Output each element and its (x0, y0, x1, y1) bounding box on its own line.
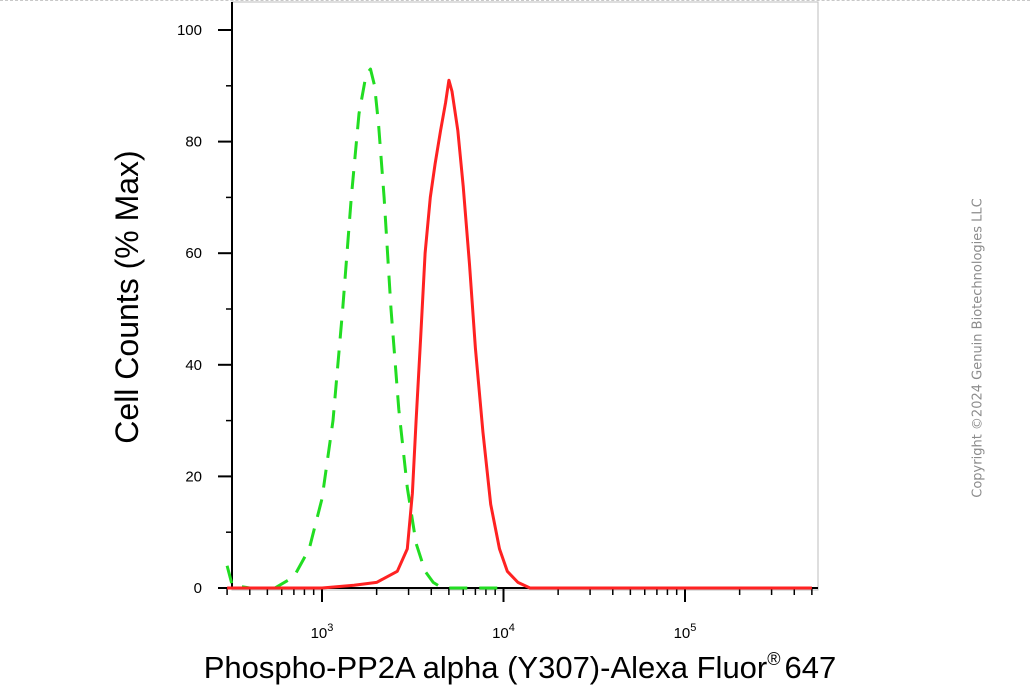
x-tick-label-base: 10 (311, 625, 328, 642)
series-layer (225, 67, 812, 590)
y-tick-label: 0 (194, 580, 202, 597)
y-tick-label: 20 (185, 468, 202, 485)
series-line-dashed (225, 67, 504, 590)
x-axis-title-suffix: 647 (785, 650, 837, 685)
y-axis-title: Cell Counts (% Max) (109, 150, 145, 443)
y-tick-label: 60 (185, 245, 202, 262)
x-tick-label: 104 (492, 622, 515, 642)
x-axis-title-registered-mark: ® (767, 649, 780, 669)
x-tick-label: 105 (674, 622, 697, 642)
x-tick-label-exponent: 4 (509, 622, 515, 634)
y-tick-label: 40 (185, 357, 202, 374)
y-tick-label: 80 (185, 134, 202, 151)
top-dashed-rule (0, 0, 1030, 1)
series-line-solid (227, 78, 812, 590)
x-tick-label-base: 10 (674, 625, 691, 642)
copyright-watermark: Copyright ©2024 Genuin Biotechnologies L… (970, 198, 986, 498)
x-axis-title-main: Phospho-PP2A alpha (Y307)-Alexa Fluor (204, 650, 768, 685)
x-axis-title: Phospho-PP2A alpha (Y307)-Alexa Fluor® 64… (204, 649, 837, 685)
y-tick-label: 100 (177, 22, 202, 39)
x-tick-label-base: 10 (492, 625, 509, 642)
x-tick-label: 103 (311, 622, 334, 642)
x-tick-label-exponent: 3 (327, 622, 333, 634)
x-tick-label-exponent: 5 (690, 622, 696, 634)
